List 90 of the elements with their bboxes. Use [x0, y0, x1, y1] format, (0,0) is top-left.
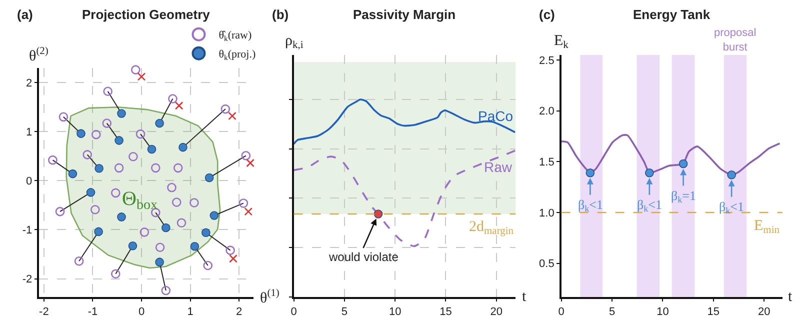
band-label: proposal burst	[714, 27, 756, 54]
point	[238, 198, 248, 208]
point	[190, 198, 199, 208]
x-tick-label: 20	[490, 306, 503, 318]
point	[678, 159, 688, 168]
annotation: β$_{k}$<1	[637, 197, 662, 214]
point	[131, 65, 140, 74]
legend-label: θ̂$_{k}$(raw)	[218, 30, 252, 43]
point	[246, 158, 254, 168]
y-tick-label: 1.0	[539, 207, 554, 220]
point	[136, 129, 146, 139]
ref-line-label: E$_{min}$	[754, 218, 780, 236]
x-tick-label: 5	[341, 306, 348, 318]
x-tick-label: -2	[39, 306, 49, 318]
point	[137, 72, 146, 81]
legend-label: θ$_{k}$(proj.)	[218, 48, 256, 62]
point	[168, 94, 178, 104]
x-axis-title: θ$^{(1)}$	[260, 288, 280, 306]
point	[172, 198, 182, 207]
point	[220, 104, 230, 114]
point	[74, 256, 84, 266]
chart-title: Energy Tank	[633, 7, 711, 22]
chart-title: Passivity Margin	[353, 7, 456, 22]
point	[161, 286, 171, 296]
point	[174, 101, 184, 110]
chart-title: Projection Geometry	[82, 7, 211, 22]
x-axis-title: t	[522, 289, 527, 305]
point	[111, 269, 120, 278]
point	[102, 118, 112, 128]
x-tick-label: 15	[707, 306, 720, 318]
y-axis-title: E$_{k}$	[554, 33, 570, 52]
point	[167, 182, 176, 192]
point	[48, 155, 58, 165]
point	[58, 112, 68, 122]
x-tick-label: 0	[138, 306, 145, 318]
point	[244, 207, 252, 216]
annotation: β$_{k}$=1	[671, 188, 696, 205]
y-tick-label: 0.5	[539, 258, 554, 270]
annotation: would violate	[328, 250, 399, 264]
point	[91, 130, 101, 140]
point	[90, 204, 100, 214]
y-tick-label: 1	[26, 126, 32, 138]
x-tick-label: 0	[290, 306, 297, 318]
x-tick-label: 1	[187, 306, 194, 318]
text: (c)	[539, 7, 555, 22]
point	[173, 163, 183, 173]
y-tick-label: 1.5	[539, 156, 554, 169]
x-tick-label: 15	[440, 306, 452, 318]
text: (b)	[272, 7, 289, 22]
text: (a)	[17, 7, 33, 22]
y-tick-label: -1	[22, 224, 32, 237]
y-tick-label: 2.5	[539, 54, 554, 67]
x-tick-label: -1	[88, 306, 98, 318]
point	[176, 218, 186, 228]
y-axis-title: θ$^{(2)}$	[29, 46, 49, 64]
point	[55, 206, 65, 216]
y-tick-label: 0	[26, 176, 32, 188]
point	[228, 112, 236, 120]
point	[226, 246, 235, 255]
point	[111, 188, 120, 198]
point	[114, 163, 124, 173]
annotation: β$_{k}$<1	[578, 197, 604, 214]
x-tick-label: 10	[388, 306, 402, 318]
y-tick-label: 2.0	[539, 106, 554, 118]
series-label: PaCo	[478, 108, 514, 124]
point	[128, 152, 138, 162]
point	[229, 254, 238, 263]
x-tick-label: 0	[558, 306, 564, 318]
ref-line-label: 2d$_{margin}$	[469, 219, 514, 238]
point	[151, 163, 160, 173]
point	[117, 212, 126, 222]
y-tick-label: -2	[22, 274, 32, 286]
point	[727, 170, 736, 180]
x-tick-label: 10	[656, 306, 669, 318]
point	[155, 242, 165, 252]
point	[103, 86, 112, 96]
point	[586, 168, 595, 178]
x-tick-label: 20	[758, 306, 770, 318]
point	[82, 150, 92, 160]
x-axis-title: t	[788, 289, 793, 305]
point	[203, 260, 213, 270]
x-tick-label: 5	[608, 306, 616, 318]
point	[645, 168, 654, 178]
point	[241, 151, 251, 160]
point	[140, 228, 150, 237]
annotation: Θ$_{box}$	[122, 188, 158, 214]
y-axis-title: ρ$_{k,i}$	[285, 33, 304, 52]
x-tick-label: 2	[236, 306, 242, 318]
y-tick-label: 2	[26, 77, 32, 90]
series-label: Raw	[484, 159, 513, 175]
